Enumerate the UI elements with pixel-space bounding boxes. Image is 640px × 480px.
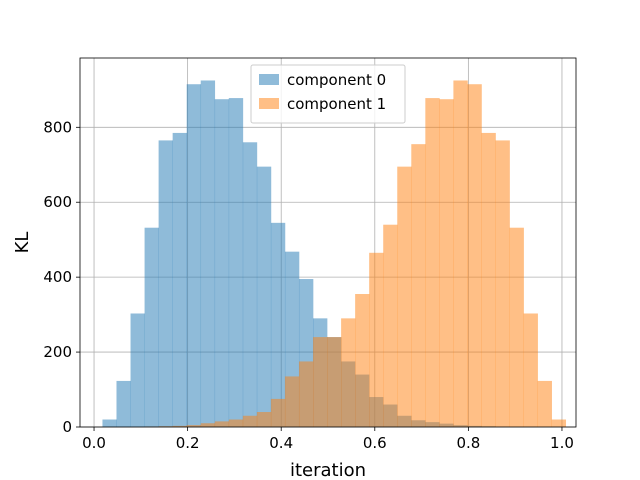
histogram-bar-component-0 [242,142,258,427]
x-tick-label: 0.8 [456,434,480,452]
axis-ticks: 0.0 0.2 0.4 0.6 0.8 1.0 0 200 400 600 800 [43,118,574,452]
y-axis-label: KL [12,232,33,254]
histogram-bar-component-1 [172,425,187,427]
histogram-bar-component-1 [551,419,567,427]
histogram-bar-component-1 [270,398,286,427]
histogram-bar-component-1 [439,99,454,427]
histogram-bar-component-0 [186,84,202,427]
histogram-bar-component-1 [537,380,552,427]
histogram-bar-component-1 [355,294,370,427]
histogram-bar-component-1 [327,337,342,427]
histogram-bar-component-1 [481,132,496,427]
histogram-bar-component-1 [509,227,524,427]
histogram-bar-component-1 [369,252,384,427]
histogram-bar-component-1 [242,415,258,427]
histogram-bar-component-0 [270,222,286,427]
histogram-bar-component-1 [425,98,440,428]
x-tick-label: 0.6 [363,434,387,452]
histogram-bar-component-0 [214,99,230,427]
histogram-bar-component-1 [298,361,314,427]
histogram-bar-component-0 [130,313,145,427]
histogram-bar-component-1 [284,376,300,427]
x-tick-label: 0.0 [82,434,106,452]
histogram-bar-component-1 [523,313,538,427]
plot-frame [79,57,577,428]
legend-label-component-1: component 1 [287,95,386,113]
histogram-bar-component-0 [200,80,216,427]
legend-swatch-component-0 [259,74,279,85]
histogram-bar-component-1 [383,224,398,427]
legend-box [250,64,406,124]
histogram-bar-component-1 [397,166,412,427]
histogram-bar-component-0 [102,419,117,427]
histogram-bar-component-0 [158,140,173,427]
histogram-bar-component-1 [495,140,510,427]
y-tick-label: 600 [43,193,72,211]
histogram-bar-component-1 [341,318,356,427]
histogram-bar-component-0 [116,380,131,427]
histogram-bar-component-0 [228,98,244,428]
histogram-bar-component-0 [144,227,159,427]
y-tick-label: 0 [62,418,72,436]
histogram-bar-component-1 [214,421,230,427]
x-tick-label: 1.0 [550,434,574,452]
histogram-bar-component-0 [172,132,187,427]
histogram-bar-component-1 [467,84,482,427]
histogram-bar-component-1 [200,423,216,427]
histogram-bar-component-1 [186,425,202,427]
histogram-bar-component-1 [313,337,328,427]
legend-swatch-component-1 [259,98,279,109]
histogram-bar-component-1 [228,419,244,427]
y-tick-label: 200 [43,343,72,361]
x-axis-label: iteration [290,460,366,480]
y-tick-label: 800 [43,118,72,136]
y-tick-label: 400 [43,268,72,286]
histogram-bar-component-1 [256,412,272,427]
x-tick-label: 0.2 [176,434,200,452]
histogram-bar-component-0 [256,166,272,427]
histogram-bar-component-1 [453,80,468,427]
x-tick-label: 0.4 [269,434,293,452]
histogram-bars [102,80,567,428]
legend-label-component-0: component 0 [287,71,386,89]
legend: component 0 component 1 [250,64,406,124]
histogram-bar-component-1 [411,144,426,428]
